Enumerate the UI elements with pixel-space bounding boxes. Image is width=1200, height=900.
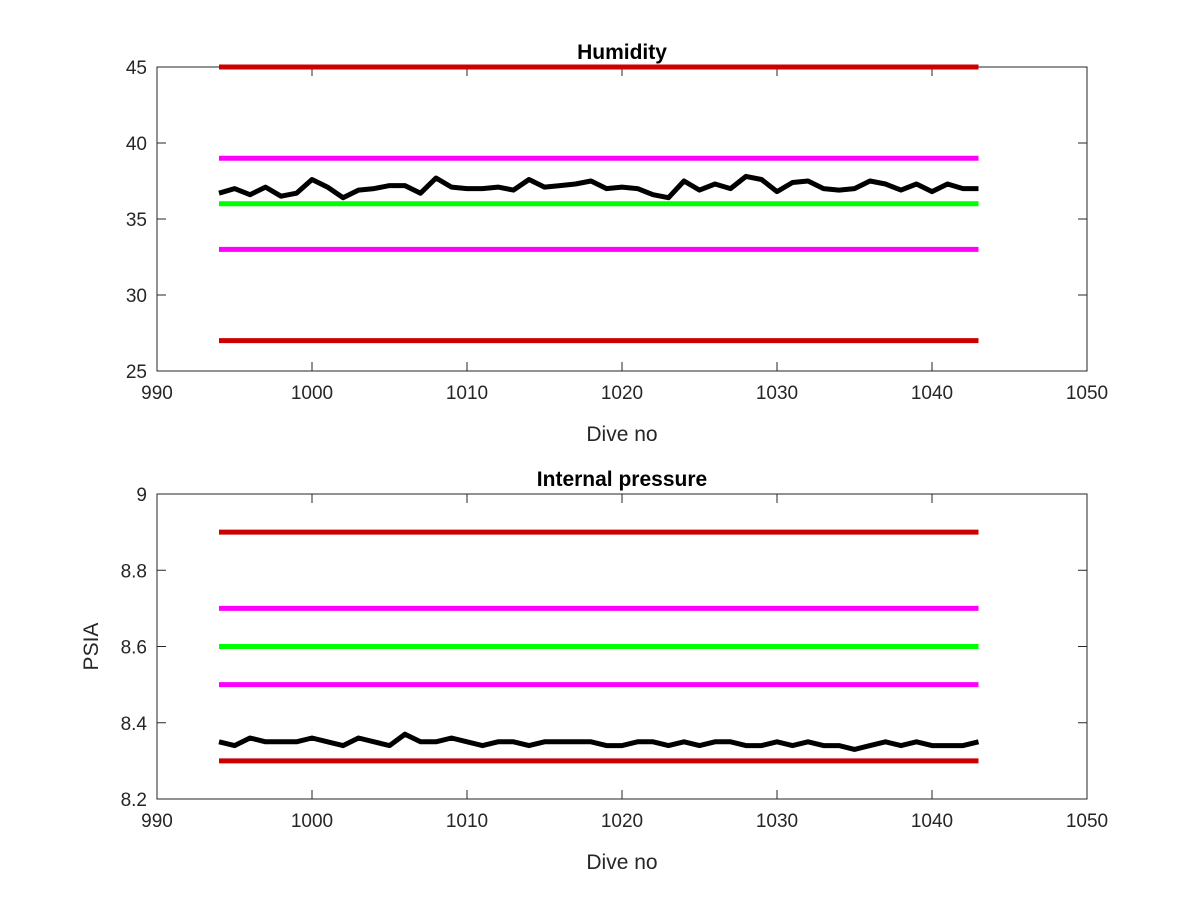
internal-pressure-plot: 990 1000 1010 1020 1030 1040 1050 8.2 8.4 8.6 8.8 9… xyxy=(80,468,1108,874)
internal-pressure-y-tick-label: 9 xyxy=(136,485,147,506)
internal-pressure-x-tick-label: 1040 xyxy=(911,811,953,832)
humidity-x-tick-label: 1040 xyxy=(911,383,953,404)
internal-pressure-data-line xyxy=(218,731,980,752)
humidity-x-tick-label: 1030 xyxy=(756,383,798,404)
internal-pressure-x-tick-label: 1050 xyxy=(1066,811,1108,832)
humidity-x-tick-label: 1000 xyxy=(291,383,333,404)
internal-pressure-y-tick-label: 8.2 xyxy=(121,790,147,811)
humidity-x-axis-label: Dive no xyxy=(586,423,657,446)
internal-pressure-y-tick-label: 8.6 xyxy=(121,638,147,659)
internal-pressure-y-tick-label: 8.8 xyxy=(121,561,147,582)
humidity-x-tick-label: 1020 xyxy=(601,383,643,404)
internal-pressure-x-tick-label: 1010 xyxy=(446,811,488,832)
internal-pressure-y-axis-label: PSIA xyxy=(80,623,103,671)
internal-pressure-x-tick-label: 990 xyxy=(141,811,173,832)
internal-pressure-x-tick-label: 1000 xyxy=(291,811,333,832)
humidity-plot: 990 1000 1010 1020 1030 1040 1050 25 30 35 40 45 Hum… xyxy=(126,41,1108,446)
humidity-y-tick-label: 45 xyxy=(126,58,147,79)
humidity-y-tick-label: 30 xyxy=(126,286,147,307)
humidity-data-line xyxy=(218,173,979,201)
humidity-title: Humidity xyxy=(577,41,667,64)
internal-pressure-x-axis-label: Dive no xyxy=(586,851,657,874)
humidity-y-tick-label: 25 xyxy=(126,362,147,383)
humidity-x-tick-label: 1010 xyxy=(446,383,488,404)
humidity-x-tick-label: 990 xyxy=(141,383,173,404)
humidity-y-tick-label: 35 xyxy=(126,210,147,231)
humidity-x-tick-label: 1050 xyxy=(1066,383,1108,404)
internal-pressure-x-tick-label: 1030 xyxy=(756,811,798,832)
humidity-axes-box xyxy=(156,66,1088,372)
internal-pressure-x-tick-label: 1020 xyxy=(601,811,643,832)
internal-pressure-title: Internal pressure xyxy=(537,468,707,491)
internal-pressure-y-tick-label: 8.4 xyxy=(121,714,148,735)
humidity-y-tick-label: 40 xyxy=(126,134,147,155)
